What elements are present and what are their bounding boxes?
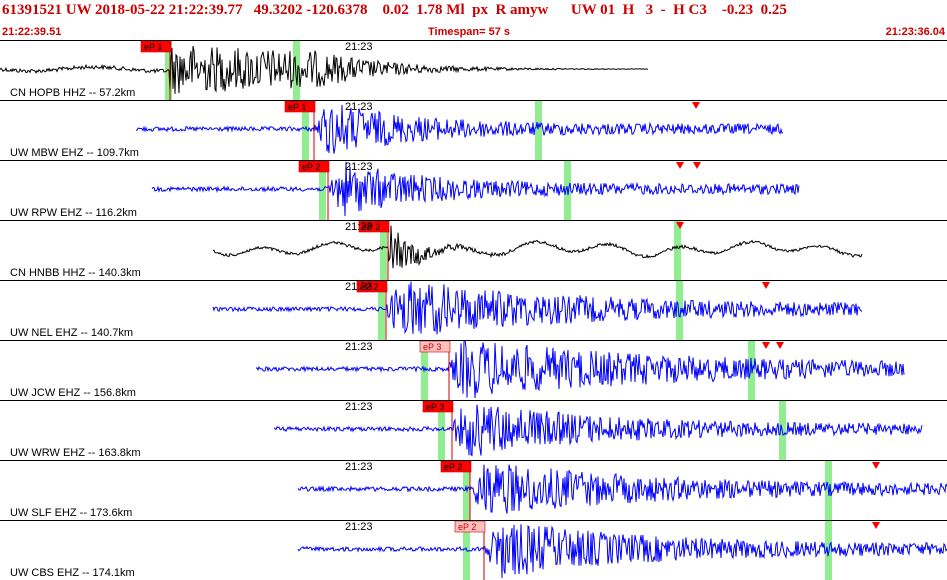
waveform xyxy=(212,225,863,269)
waveform xyxy=(297,524,947,579)
pick-flag[interactable] xyxy=(358,221,390,233)
theoretical-arrival-marker xyxy=(872,462,880,469)
station-label: UW SLF EHZ -- 173.6km xyxy=(10,507,133,519)
trace-panel[interactable]: eP 2 21:23 CN HNBB HHZ -- 140.3km xyxy=(0,220,947,280)
time-tick-label: 21:23 xyxy=(345,161,373,173)
arrival-marker[interactable] xyxy=(438,401,445,460)
station-label: CN HOPB HHZ -- 57.2km xyxy=(10,87,136,99)
pick-label: eP 3 xyxy=(423,342,441,352)
station-label: UW MBW EHZ -- 109.7km xyxy=(10,147,139,159)
station-label: UW CBS EHZ -- 174.1km xyxy=(10,567,135,579)
trace-canvas: eP 2 xyxy=(297,461,947,520)
time-tick-label: 21:23 xyxy=(345,101,373,113)
waveform xyxy=(151,161,800,217)
arrival-marker[interactable] xyxy=(293,41,300,100)
trace-panel[interactable]: eP 3 21:23 UW WRW EHZ -- 163.8km xyxy=(0,400,947,460)
time-tick-label: 21:23 xyxy=(345,401,373,413)
timespan-label: Timespan= 57 s xyxy=(428,26,511,38)
waveform xyxy=(297,464,947,514)
pick-flag[interactable] xyxy=(284,101,316,113)
trace-canvas: eP 2 xyxy=(212,221,863,280)
pick-flag[interactable] xyxy=(454,521,486,533)
trace-panel[interactable]: eP 1 21:23 UW MBW EHZ -- 109.7km xyxy=(0,100,947,160)
theoretical-arrival-marker xyxy=(693,162,701,169)
trace-canvas: eP 2 xyxy=(151,161,800,220)
station-label: UW NEL EHZ -- 140.7km xyxy=(10,327,134,339)
event-summary: 61391521 UW 2018-05-22 21:22:39.77 49.32… xyxy=(2,2,787,18)
theoretical-arrival-marker xyxy=(762,342,770,349)
pick-label: eP 3 xyxy=(426,402,444,412)
trace-canvas: eP 2 xyxy=(212,281,863,340)
start-time: 21:22:39.51 xyxy=(2,26,62,38)
trace-panel[interactable]: eP 2 21:23 UW RPW EHZ -- 116.2km xyxy=(0,160,947,220)
arrival-marker[interactable] xyxy=(378,281,385,340)
trace-panel[interactable]: eP 1 21:23 CN HOPB HHZ -- 57.2km xyxy=(0,40,947,100)
theoretical-arrival-marker xyxy=(776,342,784,349)
theoretical-arrival-marker xyxy=(676,222,684,229)
pick-flag[interactable] xyxy=(440,461,472,473)
waveform xyxy=(136,104,784,154)
pick-label: eP 1 xyxy=(288,102,306,112)
pick-flag[interactable] xyxy=(140,41,172,53)
trace-panel[interactable]: eP 2 21:23 UW NEL EHZ -- 140.7km xyxy=(0,280,947,340)
arrival-marker[interactable] xyxy=(302,101,309,160)
trace-canvas: eP 3 xyxy=(273,401,923,460)
arrival-marker[interactable] xyxy=(674,221,681,280)
trace-canvas: eP 2 xyxy=(297,521,947,580)
time-tick-label: 21:23 xyxy=(345,281,373,293)
pick-label: eP 2 xyxy=(444,462,462,472)
arrival-marker[interactable] xyxy=(380,221,387,280)
station-label: UW JCW EHZ -- 156.8km xyxy=(10,387,136,399)
station-label: UW RPW EHZ -- 116.2km xyxy=(10,207,137,219)
arrival-marker[interactable] xyxy=(825,521,832,580)
event-header: 61391521 UW 2018-05-22 21:22:39.77 49.32… xyxy=(0,0,947,40)
waveform xyxy=(255,341,905,399)
time-tick-label: 21:23 xyxy=(345,221,373,233)
pick-flag[interactable] xyxy=(298,161,330,173)
trace-canvas: eP 3 xyxy=(255,341,905,400)
waveform xyxy=(212,281,863,335)
time-tick-label: 21:23 xyxy=(345,461,373,473)
trace-panel[interactable]: eP 3 21:23 UW JCW EHZ -- 156.8km xyxy=(0,340,947,400)
theoretical-arrival-marker xyxy=(872,522,880,529)
pick-label: eP 2 xyxy=(302,162,320,172)
pick-label: eP 2 xyxy=(362,222,380,232)
time-tick-label: 21:23 xyxy=(345,521,373,533)
waveform xyxy=(0,45,649,94)
waveform xyxy=(273,404,923,457)
arrival-marker[interactable] xyxy=(535,101,542,160)
trace-panel[interactable]: eP 2 21:23 UW SLF EHZ -- 173.6km xyxy=(0,460,947,520)
theoretical-arrival-marker xyxy=(676,162,684,169)
pick-label: eP 2 xyxy=(458,522,476,532)
time-tick-label: 21:23 xyxy=(345,41,373,53)
end-time: 21:23:36.04 xyxy=(885,26,945,38)
pick-flag[interactable] xyxy=(422,401,454,413)
pick-label: eP 2 xyxy=(360,282,378,292)
pick-flag[interactable] xyxy=(356,281,388,293)
station-label: UW WRW EHZ -- 163.8km xyxy=(10,447,141,459)
trace-panel[interactable]: eP 2 21:23 UW CBS EHZ -- 174.1km xyxy=(0,520,947,580)
seismogram-panels: eP 1 21:23 CN HOPB HHZ -- 57.2km eP 1 21:23 U… xyxy=(0,40,947,580)
arrival-marker[interactable] xyxy=(676,281,683,340)
theoretical-arrival-marker xyxy=(692,102,700,109)
pick-label: eP 1 xyxy=(144,42,162,52)
theoretical-arrival-marker xyxy=(762,282,770,289)
trace-canvas: eP 1 xyxy=(136,101,784,160)
trace-canvas: eP 1 xyxy=(0,41,649,100)
station-label: CN HNBB HHZ -- 140.3km xyxy=(10,267,141,279)
time-tick-label: 21:23 xyxy=(345,341,373,353)
pick-flag[interactable] xyxy=(419,341,451,353)
